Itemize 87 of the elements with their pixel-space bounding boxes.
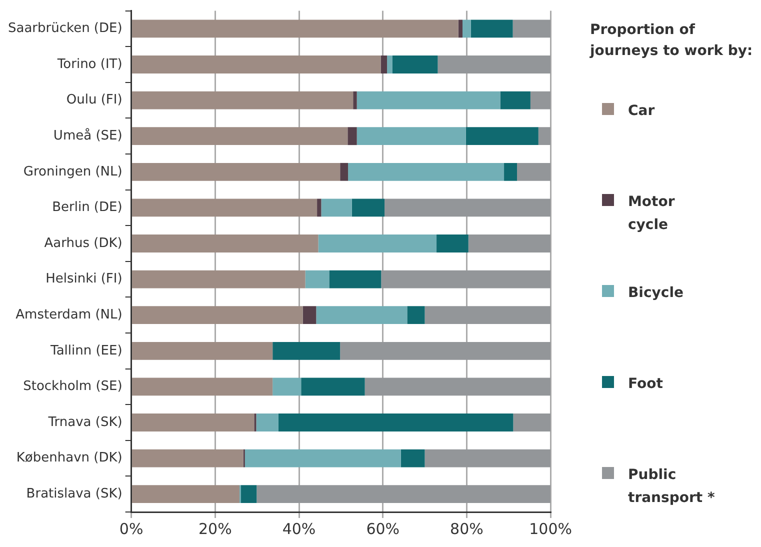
x-tick-label: 40% [282,520,316,538]
bar [256,414,278,432]
bar [302,306,316,324]
bar [380,56,388,74]
y-tick-label: Stockholm (SE) [23,379,122,394]
bar [407,306,425,324]
bar [132,270,306,288]
bar [132,198,318,217]
bar [517,162,551,181]
bar [321,198,352,217]
y-tick-label: Helsinki (FI) [46,272,122,287]
bar [387,56,393,74]
bar [278,414,514,432]
bar [132,56,381,74]
bar [132,449,244,468]
x-tick-label: 20% [198,520,232,538]
bar [466,127,538,146]
y-tick-label: Tallinn (EE) [50,343,122,358]
legend-title: Proportion of journeys to work by: [590,21,754,61]
bar [132,162,340,181]
bar [317,198,322,217]
y-tick-label: Trnava (SK) [47,414,122,430]
bar [132,485,240,504]
bar [348,162,504,181]
bar [424,449,551,468]
legend-label: Car [628,102,656,121]
bar [530,91,551,110]
bar [244,449,401,468]
bar [316,306,408,324]
y-tick-label: København (DK) [16,450,122,466]
bar [470,20,513,38]
bar [272,342,340,360]
bar [400,449,425,468]
legend-label: Public transport * [628,466,716,508]
bar [340,342,551,360]
bar [538,127,551,146]
bar [500,91,530,110]
bar [329,270,382,288]
y-tick-label: Oulu (FI) [66,92,122,108]
bar [424,306,551,324]
y-tick-label: Amsterdam (NL) [16,307,122,322]
bar [240,485,257,504]
bar [132,414,254,432]
bar [513,414,551,432]
bar [132,342,273,360]
bar [305,270,330,288]
bar [356,91,500,110]
bar [272,378,302,396]
x-tick-label: 100% [529,520,572,538]
legend-label: Foot [628,375,664,394]
bar [318,234,437,252]
bar [436,234,468,252]
legend-label: Bicycle [628,284,684,303]
bar [132,378,273,396]
bar [384,198,551,217]
bar [504,162,518,181]
y-tick-label: Umeå (SE) [53,127,122,144]
bar [340,162,348,181]
bar [256,485,551,504]
y-tick-label: Bratislava (SK) [26,486,122,502]
bar [462,20,471,38]
y-tick-label: Berlin (DE) [52,200,122,216]
x-tick-label: 80% [450,520,484,538]
legend-label: Motor cycle [628,193,676,235]
y-tick-label: Groningen (NL) [23,164,122,180]
bar [132,127,348,146]
bar [468,234,551,252]
bar [132,91,354,110]
bar [132,306,303,324]
bar [381,270,551,288]
bar [348,127,357,146]
y-tick-label: Saarbrücken (DE) [8,21,122,36]
x-tick-label: 0% [119,520,144,538]
bar [392,56,438,74]
y-tick-label: Torino (IT) [56,56,122,72]
y-tick-label: Aarhus (DK) [44,236,122,251]
bar [438,56,551,74]
bar [132,20,458,38]
bar [352,198,385,217]
bar [356,127,466,146]
bar [512,20,551,38]
bar [301,378,365,396]
bar [364,378,551,396]
bar [353,91,357,110]
x-tick-label: 60% [366,520,400,538]
bar [132,234,318,252]
bar [458,20,463,38]
